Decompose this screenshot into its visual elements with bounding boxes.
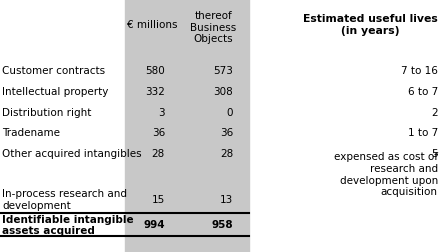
Text: 308: 308	[213, 86, 233, 97]
Text: 36: 36	[220, 128, 233, 138]
Text: 994: 994	[143, 219, 165, 230]
Text: Identifiable intangible
assets acquired: Identifiable intangible assets acquired	[2, 214, 134, 235]
Text: 2: 2	[431, 107, 438, 117]
Text: 580: 580	[145, 66, 165, 76]
Text: 13: 13	[220, 194, 233, 204]
Text: 573: 573	[213, 66, 233, 76]
Text: € millions: € millions	[127, 20, 177, 30]
Text: 1 to 7: 1 to 7	[407, 128, 438, 138]
Text: Distribution right: Distribution right	[2, 107, 92, 117]
Text: thereof
Business
Objects: thereof Business Objects	[190, 11, 237, 44]
Text: 36: 36	[152, 128, 165, 138]
Text: In-process research and
development: In-process research and development	[2, 188, 127, 210]
Text: 15: 15	[152, 194, 165, 204]
Text: 28: 28	[220, 148, 233, 159]
Text: 28: 28	[152, 148, 165, 159]
Text: 6 to 7: 6 to 7	[407, 86, 438, 97]
Text: Intellectual property: Intellectual property	[2, 86, 109, 97]
Text: 0: 0	[227, 107, 233, 117]
Bar	[125, 0, 249, 252]
Text: Estimated useful lives
(in years): Estimated useful lives (in years)	[303, 14, 438, 36]
Text: 332: 332	[145, 86, 165, 97]
Text: 958: 958	[212, 219, 233, 230]
Text: 5: 5	[431, 148, 438, 159]
Text: Customer contracts: Customer contracts	[2, 66, 105, 76]
Text: 7 to 16: 7 to 16	[401, 66, 438, 76]
Text: Tradename: Tradename	[2, 128, 60, 138]
Text: 3: 3	[158, 107, 165, 117]
Text: Other acquired intangibles: Other acquired intangibles	[2, 148, 142, 159]
Text: expensed as cost of
research and
development upon
acquisition: expensed as cost of research and develop…	[334, 152, 438, 197]
